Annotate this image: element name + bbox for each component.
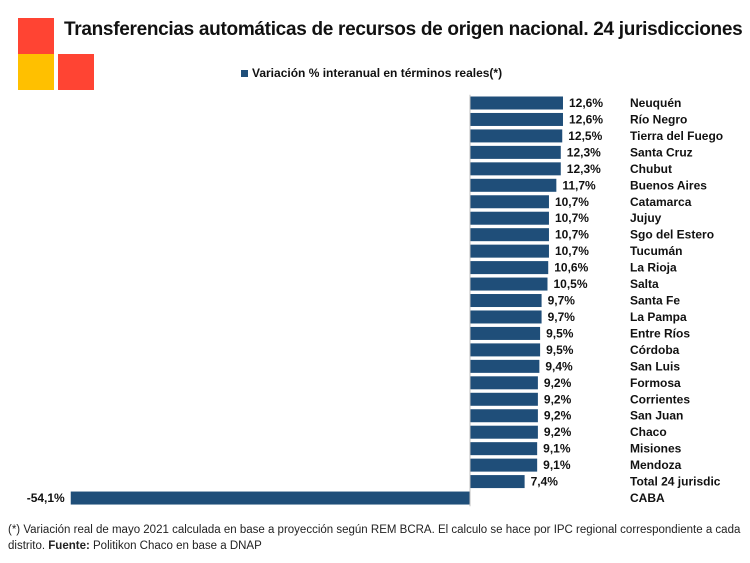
category-label: Chubut [630,162,672,176]
category-label: Mendoza [630,458,682,472]
bar [70,491,470,505]
logo-square-yellow [18,54,54,90]
data-label: 10,5% [553,277,587,291]
chart-title: Transferencias automáticas de recursos d… [64,19,743,40]
bar [470,261,549,275]
category-label: San Juan [630,409,683,423]
category-label: Buenos Aires [630,178,707,192]
bar [470,145,561,159]
category-label: Total 24 jurisdic [630,475,721,489]
data-label: 10,7% [555,195,589,209]
bar [470,392,538,406]
category-label: Catamarca [630,195,692,209]
category-label: Jujuy [630,211,662,225]
data-label: 9,4% [545,359,573,373]
bar [470,425,538,439]
data-label: 9,1% [543,458,571,472]
category-label: Río Negro [630,112,687,126]
data-label: 9,1% [543,442,571,456]
category-label: Neuquén [630,96,681,110]
category-label: Santa Fe [630,294,680,308]
data-label: 9,2% [544,425,572,439]
data-label: 12,5% [568,129,602,143]
bar [470,359,540,373]
category-label: Corrientes [630,392,690,406]
bar [470,162,561,176]
source-text: Politikon Chaco en base a DNAP [93,540,262,552]
category-label: Chaco [630,425,667,439]
category-label: CABA [630,491,665,505]
category-label: La Pampa [630,310,687,324]
bar [470,129,563,143]
category-label: Salta [630,277,659,291]
data-label: 12,6% [569,112,603,126]
category-label: Misiones [630,442,682,456]
category-label: Sgo del Estero [630,228,714,242]
bar [470,96,563,110]
data-label: 9,2% [544,392,572,406]
data-label: 10,6% [554,261,588,275]
data-label: 9,2% [544,376,572,390]
category-label: La Rioja [630,261,677,275]
data-label: 10,7% [555,244,589,258]
footnote-text: (*) Variación real de mayo 2021 calculad… [8,524,741,552]
bar [470,228,549,242]
bar [470,376,538,390]
source-label: Fuente: [48,540,90,552]
data-label: 12,6% [569,96,603,110]
bar [470,475,525,489]
bar [470,343,541,357]
data-label: -54,1% [27,491,65,505]
data-label: 9,5% [546,343,574,357]
bar [470,195,549,209]
data-label: 9,5% [546,326,574,340]
category-label: Tierra del Fuego [630,129,723,143]
bar [470,277,548,291]
bar [470,310,542,324]
legend-label: Variación % interanual en términos reale… [252,66,503,80]
data-label: 9,2% [544,409,572,423]
bar [470,326,541,340]
bar [470,409,538,423]
category-label: Córdoba [630,343,680,357]
bar [470,178,557,192]
logo-square-red [58,54,94,90]
bar [470,244,549,258]
bar [470,442,538,456]
data-label: 7,4% [531,475,559,489]
bar [470,294,542,308]
bar [470,112,563,126]
legend: Variación % interanual en términos reale… [241,66,502,80]
data-label: 9,7% [548,310,576,324]
category-label: Santa Cruz [630,145,693,159]
category-label: Tucumán [630,244,682,258]
data-label: 11,7% [562,178,596,192]
data-label: 10,7% [555,228,589,242]
category-label: Formosa [630,376,681,390]
data-label: 9,7% [548,294,576,308]
legend-swatch [241,69,248,77]
footnote: (*) Variación real de mayo 2021 calculad… [8,522,748,554]
data-label: 10,7% [555,211,589,225]
category-label: Entre Ríos [630,326,690,340]
bar [470,211,549,225]
category-label: San Luis [630,359,680,373]
logo-square-top [18,18,54,54]
bar [470,458,538,472]
data-label: 12,3% [567,162,601,176]
data-label: 12,3% [567,145,601,159]
